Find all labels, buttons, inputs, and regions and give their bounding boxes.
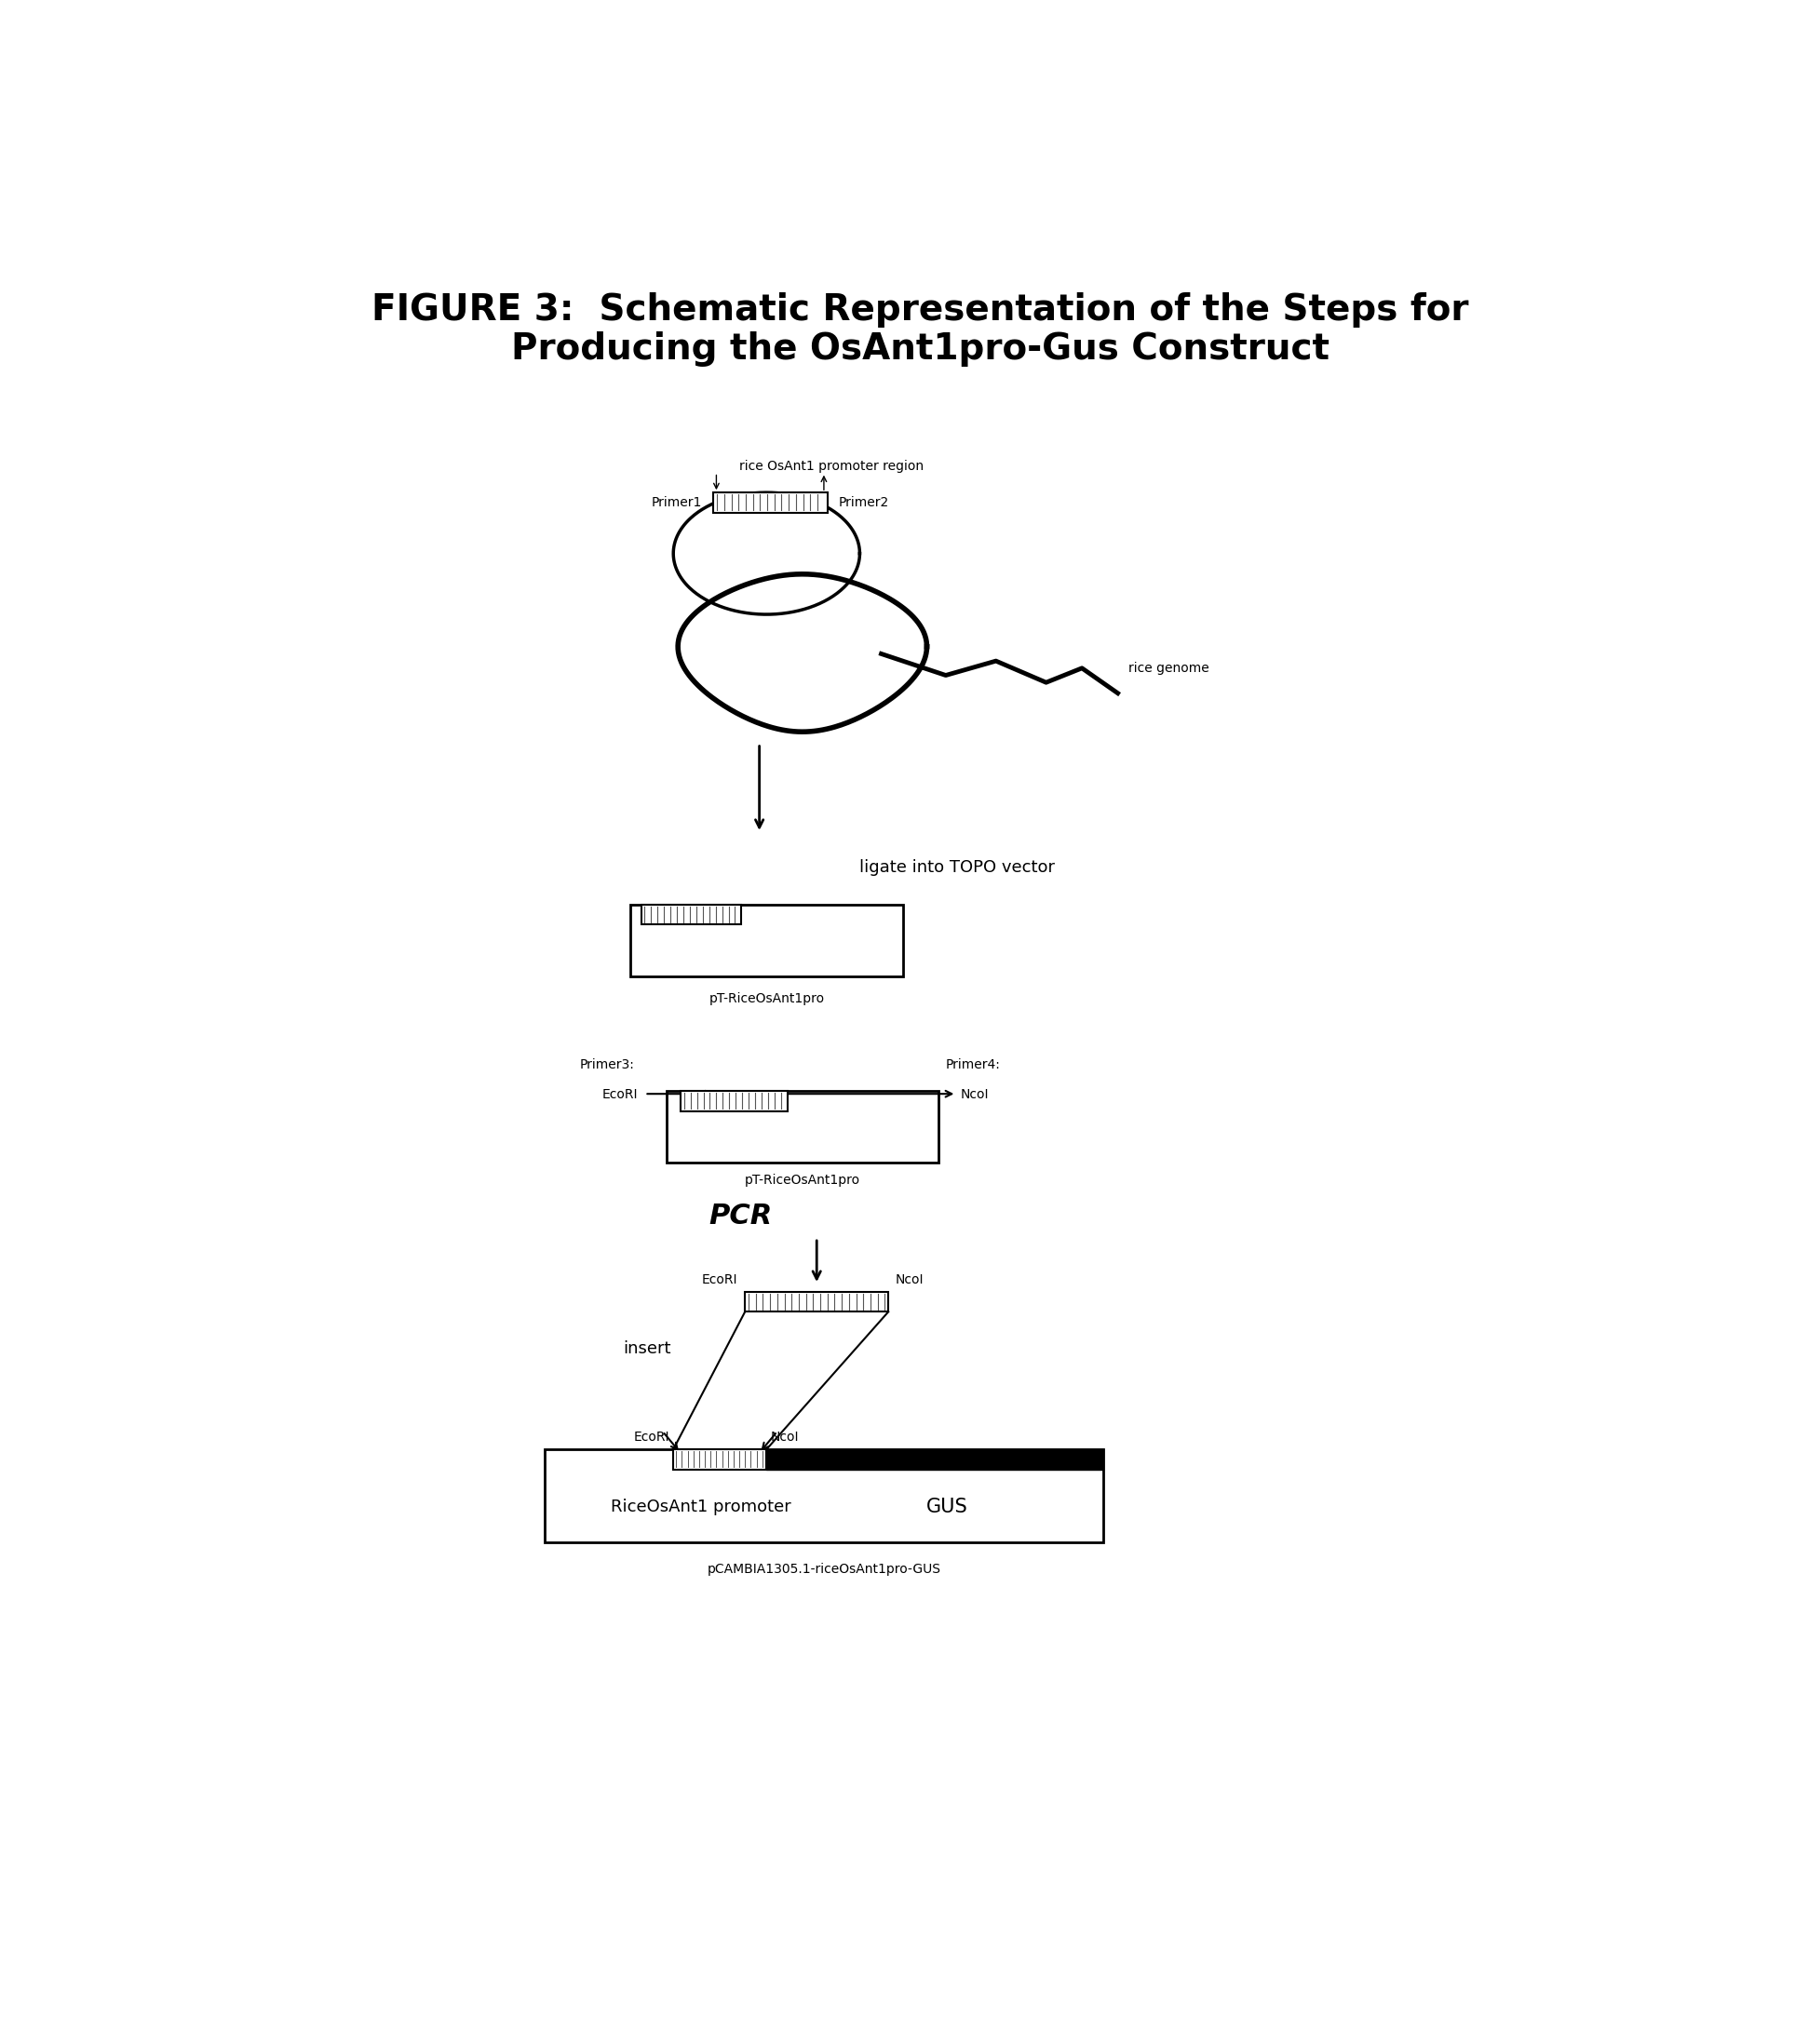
Text: NcoI: NcoI: [960, 1087, 989, 1102]
Bar: [766, 1449, 1104, 1470]
Text: EcoRI: EcoRI: [634, 1431, 670, 1443]
Text: GUS: GUS: [926, 1498, 968, 1517]
Bar: [666, 1091, 939, 1163]
Bar: [745, 1292, 889, 1312]
Text: rice genome: rice genome: [1129, 662, 1210, 675]
Text: PCR: PCR: [709, 1204, 772, 1230]
Text: EcoRI: EcoRI: [601, 1087, 637, 1102]
Bar: [713, 493, 827, 513]
Text: Primer2: Primer2: [838, 497, 889, 509]
Text: ligate into TOPO vector: ligate into TOPO vector: [860, 858, 1055, 875]
Text: Producing the OsAnt1pro-Gus Construct: Producing the OsAnt1pro-Gus Construct: [512, 331, 1328, 366]
Text: Primer4:: Primer4:: [946, 1059, 1000, 1071]
Text: RiceOsAnt1 promoter: RiceOsAnt1 promoter: [610, 1498, 792, 1515]
Text: FIGURE 3:  Schematic Representation of the Steps for: FIGURE 3: Schematic Representation of th…: [372, 292, 1468, 327]
Bar: [680, 1091, 788, 1112]
Bar: [641, 905, 741, 924]
Text: rice OsAnt1 promoter region: rice OsAnt1 promoter region: [740, 460, 923, 472]
Bar: [630, 905, 903, 977]
Text: insert: insert: [623, 1341, 671, 1357]
Text: pT-RiceOsAnt1pro: pT-RiceOsAnt1pro: [745, 1173, 860, 1186]
Text: Primer3:: Primer3:: [580, 1059, 635, 1071]
Bar: [544, 1449, 1104, 1543]
Text: pT-RiceOsAnt1pro: pT-RiceOsAnt1pro: [709, 991, 824, 1006]
Text: NcoI: NcoI: [770, 1431, 799, 1443]
Text: NcoI: NcoI: [896, 1273, 924, 1286]
Bar: [673, 1449, 766, 1470]
Text: EcoRI: EcoRI: [702, 1273, 738, 1286]
Text: Primer1: Primer1: [652, 497, 702, 509]
Text: pCAMBIA1305.1-riceOsAnt1pro-GUS: pCAMBIA1305.1-riceOsAnt1pro-GUS: [707, 1562, 941, 1576]
